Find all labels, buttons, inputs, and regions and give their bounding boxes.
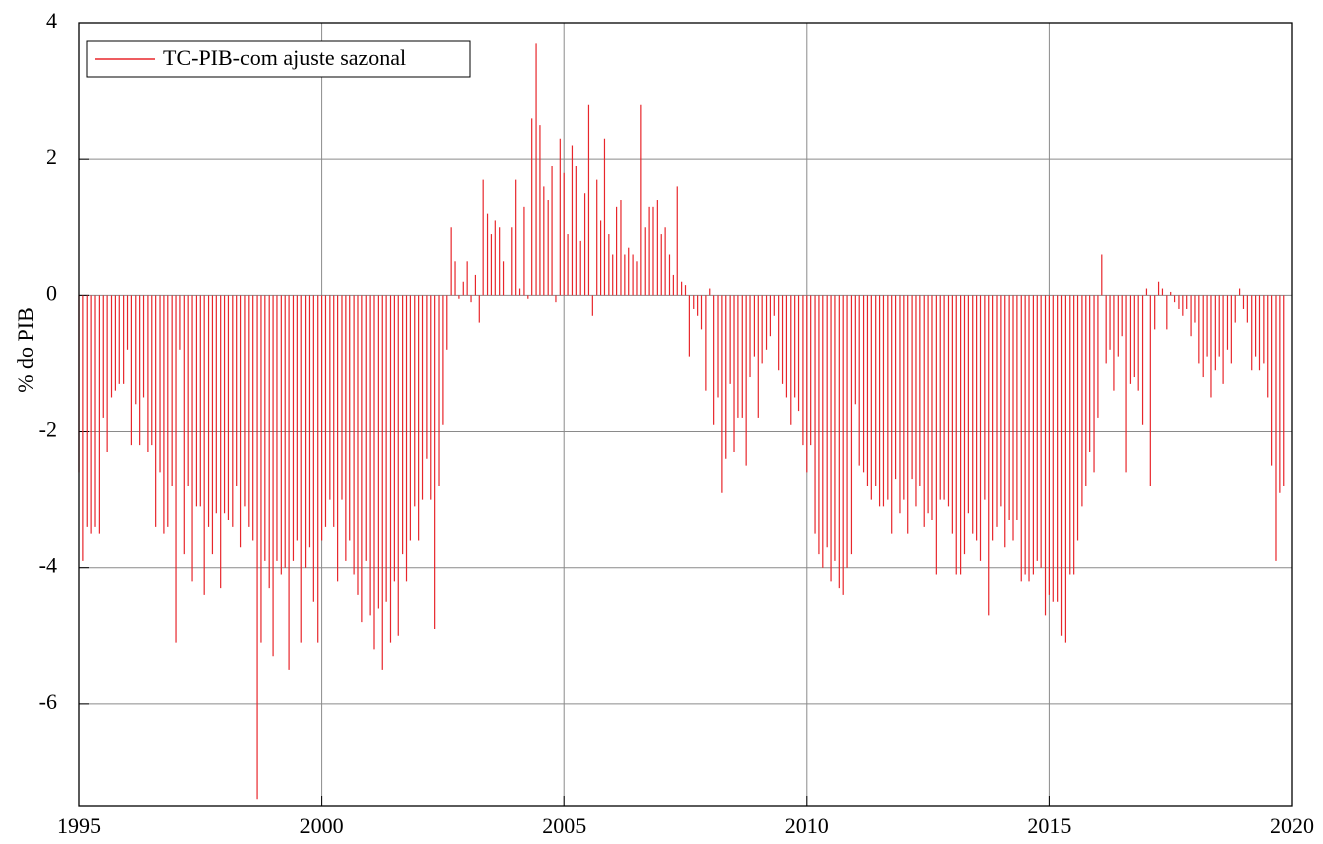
y-axis-label: % do PIB — [13, 307, 38, 393]
x-tick-label: 2005 — [542, 813, 586, 838]
y-tick-label: -2 — [39, 417, 57, 442]
y-tick-label: -4 — [39, 553, 57, 578]
x-tick-label: 2020 — [1270, 813, 1314, 838]
y-tick-label: 0 — [46, 280, 57, 305]
y-tick-label: -6 — [39, 689, 57, 714]
x-tick-label: 2015 — [1027, 813, 1071, 838]
legend-label: TC-PIB-com ajuste sazonal — [163, 45, 406, 70]
x-tick-label: 1995 — [57, 813, 101, 838]
plot-frame — [78, 22, 1293, 807]
y-tick-label: 2 — [46, 144, 57, 169]
legend-box — [86, 40, 471, 78]
y-tick-label: 4 — [46, 8, 57, 33]
x-tick-label: 2010 — [785, 813, 829, 838]
x-tick-label: 2000 — [300, 813, 344, 838]
